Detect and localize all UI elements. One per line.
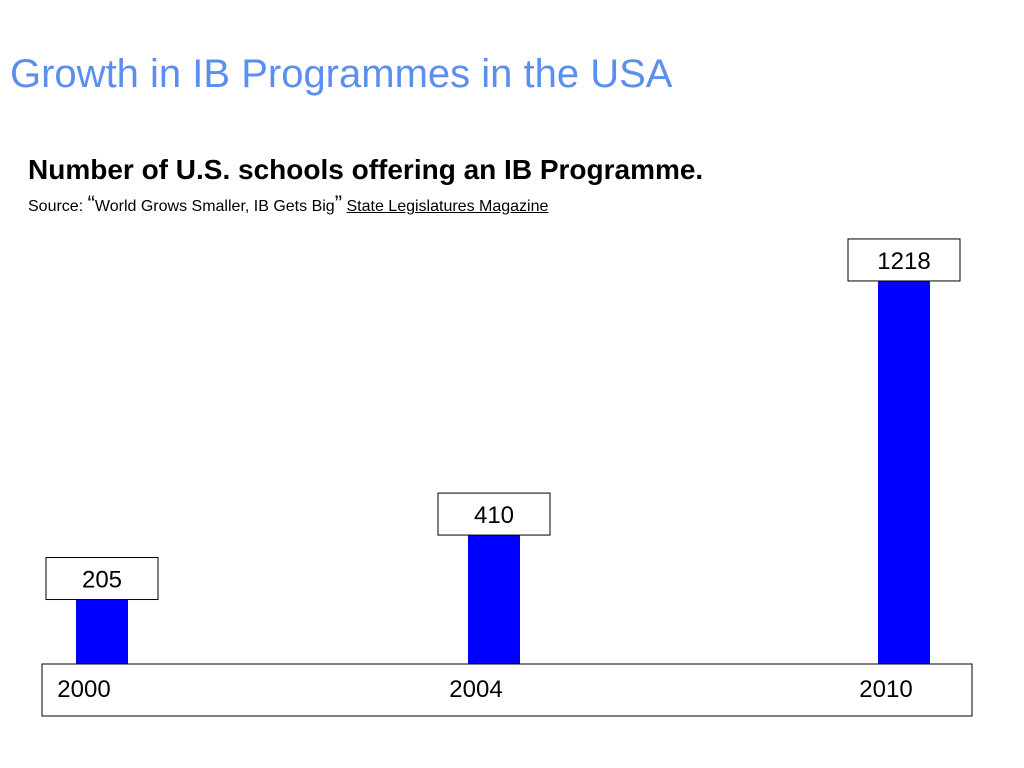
data-label-box (847, 238, 961, 282)
source-article: World Grows Smaller, IB Gets Big (94, 198, 335, 215)
open-quote: “ (87, 191, 95, 216)
data-label-box (437, 492, 551, 536)
slide-title: Growth in IB Programmes in the USA (10, 52, 673, 96)
bar (76, 599, 128, 664)
category-axis-box (41, 663, 973, 717)
source-publication-link[interactable]: State Legislatures Magazine (346, 198, 549, 215)
data-label: 410 (474, 502, 514, 529)
source-line: Source: “World Grows Smaller, IB Gets Bi… (28, 193, 548, 218)
chart-subtitle: Number of U.S. schools offering an IB Pr… (28, 154, 704, 185)
data-label: 205 (82, 567, 122, 594)
x-tick-label: 2000 (57, 676, 110, 703)
bar (878, 280, 930, 664)
close-quote: ” (334, 191, 343, 216)
x-tick-label: 2010 (859, 676, 912, 703)
data-label: 1218 (877, 248, 930, 275)
x-tick-label: 2004 (449, 676, 502, 703)
source-prefix: Source: (28, 198, 88, 215)
bar (468, 535, 520, 664)
data-label-box (45, 557, 159, 601)
